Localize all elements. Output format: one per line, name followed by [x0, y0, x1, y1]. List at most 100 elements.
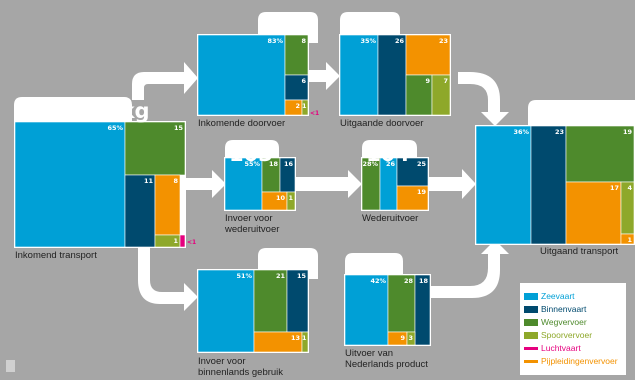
inkomend-total: 629 mld kg: [18, 99, 150, 123]
block-value: 25: [416, 160, 426, 168]
binnen-block: [124, 174, 156, 248]
block-value: 83%: [267, 37, 283, 45]
binnen-block: [396, 157, 429, 187]
truck-icon: [524, 319, 538, 327]
pipeline-icon: [524, 360, 538, 364]
block-value: 28%: [362, 160, 378, 168]
zee-block: [475, 125, 532, 245]
legend-label: Spoorvervoer: [541, 330, 593, 340]
flow-arrow: [138, 246, 198, 311]
block-value: 26: [394, 37, 404, 45]
zee-block: [344, 274, 389, 346]
lucht-block: [179, 234, 186, 248]
block-value: 1: [288, 194, 293, 202]
block-value: 10: [275, 194, 285, 202]
legend-item-pijp: Pijpleidingenvervoer: [524, 356, 618, 367]
block-value: 6: [301, 77, 306, 85]
legend-label: Wegvervoer: [541, 317, 587, 327]
weg-block: [124, 121, 186, 176]
block-value: 1: [627, 236, 632, 244]
block-value: 55%: [244, 160, 260, 168]
legend: Zeevaart Binnenvaart Wegvervoer Spoorvervoe…: [520, 283, 626, 375]
wederuitvoer-label: Wederuitvoer: [362, 213, 419, 224]
block-value: 18: [418, 277, 428, 285]
zee-block: [339, 34, 379, 116]
legend-item-zee: Zeevaart: [524, 291, 575, 302]
block-value: 9: [425, 77, 430, 85]
block-value: 1: [302, 102, 307, 110]
block-value: 1: [302, 334, 307, 342]
pijp-block: [620, 233, 635, 245]
block-value: 35%: [360, 37, 376, 45]
invoer-binnen-label: Invoer voor: [198, 356, 246, 367]
uitgaande-doorvoer-label: Uitgaande doorvoer: [340, 118, 424, 129]
flow-arrows: [132, 62, 509, 311]
invoer-weder-total: 103: [229, 142, 273, 166]
flow-arrow: [306, 62, 340, 90]
block-value: 18: [268, 160, 278, 168]
pijp-block: [154, 174, 181, 236]
spoor-block: [301, 99, 309, 116]
zee-block: [197, 269, 255, 353]
uitvoer-nl-total: 205: [349, 255, 393, 279]
legend-label: Pijpleidingenvervoer: [541, 356, 618, 366]
zee-block: [224, 157, 263, 211]
block-value: 23: [554, 128, 564, 136]
uitgaand-label: Uitgaand transport: [540, 246, 619, 257]
pijp-block: [565, 181, 622, 245]
document-icon: [6, 360, 15, 372]
block-value: 36%: [513, 128, 529, 136]
legend-item-spoor: Spoorvervoer: [524, 330, 592, 341]
block-value: 23: [438, 37, 448, 45]
uitvoer-nl-label: Uitvoer van: [345, 348, 394, 359]
block-value: 65%: [107, 124, 123, 132]
train-icon: [524, 332, 538, 340]
block-value: 15: [296, 272, 306, 280]
spoor-block: [286, 191, 296, 211]
legend-item-binnen: Binnenvaart: [524, 304, 586, 315]
block-value: 7: [443, 77, 448, 85]
invoer-binnen-total: 277: [262, 250, 306, 274]
flow-arrow: [430, 240, 509, 298]
invoer-weder-label: Invoer voor: [225, 213, 273, 224]
block-value: 19: [622, 128, 632, 136]
ship-icon: [524, 293, 538, 301]
block-value: 42%: [370, 277, 386, 285]
block-value: 28: [403, 277, 413, 285]
block-value: 16: [283, 160, 293, 168]
uitgaand-total: 558 mld kg: [532, 102, 635, 126]
spoor-block: [406, 331, 416, 346]
air-share-value: <1: [310, 110, 320, 117]
legend-label: Binnenvaart: [541, 304, 587, 314]
block-value: 8: [301, 37, 306, 45]
weg-block: [405, 74, 433, 116]
spoor-block: [431, 74, 451, 116]
block-value: 4: [627, 184, 632, 192]
zee-block: [14, 121, 126, 248]
inkomende-doorvoer-total: 253: [262, 14, 306, 38]
block-value: 3: [408, 334, 413, 342]
flow-arrow: [458, 72, 509, 126]
spoor-block: [301, 331, 309, 353]
zee-block: [197, 34, 286, 116]
invoer-weder-label: wederuitvoer: [225, 224, 280, 235]
binnen-block: [377, 34, 407, 116]
pijp-block: [396, 185, 429, 211]
block-value: 19: [416, 188, 426, 196]
block-value: 1: [173, 237, 178, 245]
binnen-block: [530, 125, 567, 245]
weg-block: [565, 125, 635, 183]
wederuitvoer-total: 104: [366, 142, 410, 166]
flow-arrow: [132, 62, 198, 100]
legend-label: Luchtvaart: [541, 343, 581, 353]
flow-arrow: [296, 170, 362, 198]
plane-icon: [524, 347, 538, 351]
pijp-block: [405, 34, 451, 76]
inkomende-doorvoer-label: Inkomende doorvoer: [198, 118, 286, 129]
legend-label: Zeevaart: [541, 291, 575, 301]
block-value: 15: [173, 124, 183, 132]
uitgaande-doorvoer-total: 249: [344, 14, 388, 38]
barge-icon: [524, 306, 538, 314]
legend-item-weg: Wegvervoer: [524, 317, 587, 328]
